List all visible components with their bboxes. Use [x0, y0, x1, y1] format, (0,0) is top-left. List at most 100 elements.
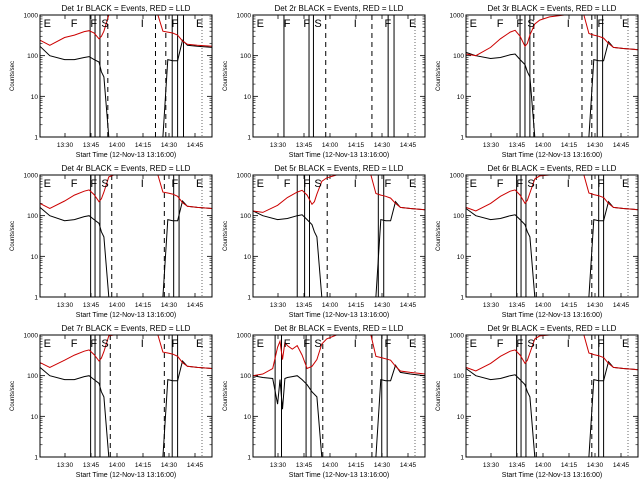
region-label: I [567, 178, 570, 190]
x-tick-label: 13:30 [57, 302, 74, 309]
region-label: E [44, 18, 51, 30]
x-tick-label: 14:15 [348, 462, 365, 469]
region-label: F [497, 18, 504, 30]
region-label: F [497, 178, 504, 190]
panel-7: Det 7r BLACK = Events, RED = LLD Counts/s… [10, 324, 213, 479]
y-tick-label: 1 [34, 455, 38, 462]
region-label: F [384, 338, 391, 350]
plot-frame [39, 334, 213, 458]
region-label: F [384, 18, 391, 30]
y-tick-label: 1000 [450, 13, 465, 20]
region-label: I [141, 338, 144, 350]
x-tick-label: 14:30 [374, 142, 391, 149]
x-tick-label: 14:15 [561, 142, 578, 149]
region-label: F [284, 178, 291, 190]
panel-1: Det 1r BLACK = Events, RED = LLD Counts/s… [10, 4, 213, 159]
panel-title: Det 9r BLACK = Events, RED = LLD [488, 324, 617, 333]
region-label: F [516, 338, 523, 350]
region-label: I [354, 18, 357, 30]
region-label: S [101, 338, 108, 350]
region-label: F [284, 338, 291, 350]
x-tick-label: 14:45 [187, 462, 204, 469]
series-events-line [252, 200, 426, 298]
y-tick-label: 100 [27, 373, 38, 380]
region-label: E [257, 178, 264, 190]
region-label: S [101, 18, 108, 30]
region-label: I [141, 178, 144, 190]
region-label: F [516, 18, 523, 30]
y-tick-label: 100 [453, 373, 464, 380]
panel-2: Det 2r BLACK = Events, RED = LLD Counts/s… [223, 4, 426, 159]
series-events-line [39, 39, 213, 138]
x-tick-label: 14:45 [187, 302, 204, 309]
x-tick-label: 14:30 [587, 302, 604, 309]
x-tick-label: 14:15 [561, 462, 578, 469]
region-label: F [171, 338, 178, 350]
panel-title: Det 6r BLACK = Events, RED = LLD [488, 164, 617, 173]
y-tick-label: 10 [457, 414, 465, 421]
series-lld-line [252, 334, 426, 377]
series-events-line [252, 364, 426, 458]
y-tick-label: 1 [34, 135, 38, 142]
region-label: F [497, 338, 504, 350]
region-label: S [527, 338, 534, 350]
x-tick-label: 14:45 [187, 142, 204, 149]
y-tick-label: 100 [240, 213, 251, 220]
x-tick-label: 14:00 [535, 142, 552, 149]
y-tick-label: 10 [457, 94, 465, 101]
region-label: E [44, 178, 51, 190]
y-tick-label: 10 [244, 94, 252, 101]
x-tick-label: 14:00 [109, 302, 126, 309]
region-label: F [90, 338, 97, 350]
region-label: E [409, 18, 416, 30]
x-tick-label: 14:45 [613, 462, 630, 469]
x-tick-label: 14:15 [561, 302, 578, 309]
panel-6: Det 6r BLACK = Events, RED = LLD Counts/s… [436, 164, 639, 319]
plot-frame [39, 174, 213, 298]
x-tick-label: 13:30 [483, 462, 500, 469]
y-tick-label: 100 [240, 53, 251, 60]
region-label: E [470, 18, 477, 30]
region-label: I [354, 178, 357, 190]
region-label: I [567, 338, 570, 350]
region-label: I [141, 18, 144, 30]
y-tick-label: 1000 [450, 173, 465, 180]
region-label: E [196, 18, 203, 30]
x-tick-label: 14:30 [161, 462, 178, 469]
y-tick-label: 10 [457, 254, 465, 261]
x-tick-label: 14:00 [322, 462, 339, 469]
y-tick-label: 10 [31, 414, 39, 421]
y-axis-label: Counts/sec [436, 221, 442, 251]
plot-frame [465, 334, 639, 458]
x-tick-label: 13:30 [57, 462, 74, 469]
y-tick-label: 100 [240, 373, 251, 380]
region-label: F [597, 18, 604, 30]
region-label: F [597, 338, 604, 350]
region-label: E [196, 178, 203, 190]
region-label: I [354, 338, 357, 350]
x-tick-label: 14:45 [400, 302, 417, 309]
x-axis-label: Start Time (12-Nov-13 13:16:00) [502, 312, 602, 319]
plot-frame [39, 14, 213, 138]
region-label: I [567, 18, 570, 30]
x-axis-label: Start Time (12-Nov-13 13:16:00) [502, 152, 602, 159]
x-tick-label: 13:45 [296, 462, 313, 469]
y-axis-label: Counts/sec [10, 221, 16, 251]
x-tick-label: 14:45 [613, 302, 630, 309]
y-tick-label: 1 [247, 295, 251, 302]
x-axis-label: Start Time (12-Nov-13 13:16:00) [76, 472, 176, 479]
region-label: E [470, 178, 477, 190]
x-tick-label: 14:45 [613, 142, 630, 149]
y-axis-label: Counts/sec [10, 381, 16, 411]
y-axis-label: Counts/sec [436, 61, 442, 91]
panel-4: Det 4r BLACK = Events, RED = LLD Counts/s… [10, 164, 213, 319]
region-label: E [257, 18, 264, 30]
x-tick-label: 13:30 [57, 142, 74, 149]
x-tick-label: 13:45 [83, 302, 100, 309]
x-axis-label: Start Time (12-Nov-13 13:16:00) [289, 312, 389, 319]
region-label: F [303, 18, 310, 30]
region-label: F [71, 338, 78, 350]
series-events-line [465, 360, 639, 458]
plot-frame [465, 174, 639, 298]
